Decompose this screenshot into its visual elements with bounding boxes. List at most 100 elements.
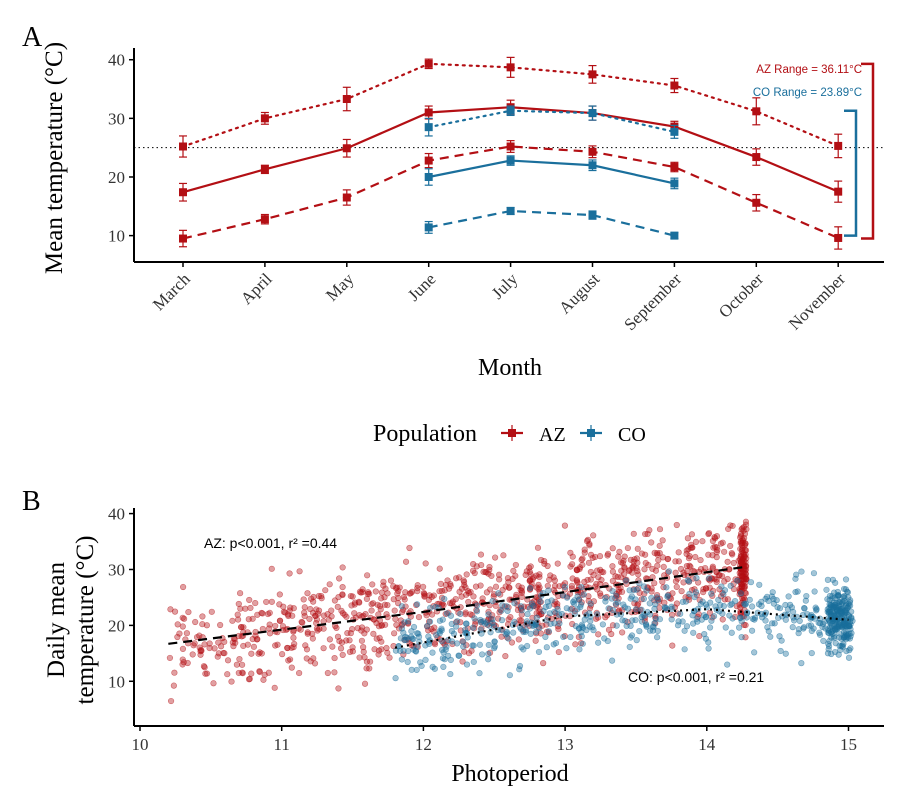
scatter-point-co bbox=[595, 639, 602, 646]
scatter-point-az bbox=[320, 625, 327, 632]
scatter-point-co bbox=[524, 642, 531, 650]
scatter-point-co bbox=[810, 625, 817, 632]
scatter-point-co bbox=[422, 656, 429, 664]
scatter-point-az bbox=[246, 596, 253, 604]
scatter-point-co bbox=[452, 623, 460, 630]
scatter-point-az bbox=[274, 641, 281, 648]
scatter-point-co bbox=[491, 643, 498, 650]
scatter-point-az bbox=[316, 625, 323, 633]
scatter-point-az bbox=[515, 582, 522, 590]
scatter-point-az bbox=[429, 611, 436, 618]
scatter-point-co bbox=[627, 595, 634, 602]
scatter-point-az bbox=[513, 591, 520, 598]
scatter-point-az bbox=[602, 614, 609, 621]
scatter-point-co bbox=[485, 641, 492, 649]
scatter-point-az bbox=[561, 522, 569, 529]
legend-key-marker bbox=[587, 429, 595, 437]
scatter-point-co bbox=[803, 592, 810, 600]
scatter-point-co bbox=[690, 629, 697, 636]
scatter-point-co bbox=[638, 613, 645, 621]
scatter-point-az bbox=[237, 590, 244, 597]
scatter-point-az bbox=[331, 654, 338, 662]
scatter-point-co bbox=[705, 645, 712, 652]
scatter-point-az bbox=[729, 522, 736, 530]
scatter-point-co bbox=[633, 637, 640, 644]
scatter-point-az bbox=[232, 639, 239, 647]
x-tick-label: July bbox=[488, 269, 522, 303]
scatter-point-co bbox=[828, 622, 836, 630]
scatter-point-az bbox=[228, 678, 235, 685]
scatter-point-co bbox=[556, 620, 563, 627]
scatter-point-co bbox=[469, 624, 477, 631]
scatter-point-az bbox=[358, 627, 365, 634]
scatter-point-az bbox=[337, 645, 345, 652]
scatter-point-az bbox=[171, 608, 179, 615]
scatter-point-az bbox=[587, 602, 595, 609]
scatter-point-az bbox=[171, 669, 178, 676]
scatter-point-az bbox=[641, 566, 648, 573]
panel-b-x-axis-label: Photoperiod bbox=[451, 761, 568, 787]
scatter-point-az bbox=[713, 549, 720, 556]
scatter-point-co bbox=[403, 636, 410, 644]
scatter-point-az bbox=[469, 612, 476, 619]
scatter-point-az bbox=[684, 535, 691, 542]
scatter-point-az bbox=[506, 584, 513, 591]
scatter-point-az bbox=[530, 574, 537, 581]
scatter-point-co bbox=[587, 618, 594, 625]
scatter-point-az bbox=[620, 557, 627, 564]
scatter-point-az bbox=[419, 583, 427, 590]
data-point-az-min bbox=[752, 198, 761, 207]
scatter-point-co bbox=[737, 590, 745, 597]
scatter-point-co bbox=[503, 630, 511, 637]
co-range-annotation: CO Range = 23.89°C bbox=[753, 87, 862, 99]
scatter-point-az bbox=[516, 617, 523, 624]
scatter-point-az bbox=[477, 582, 484, 589]
scatter-point-az bbox=[384, 602, 391, 609]
scatter-point-az bbox=[189, 651, 196, 658]
scatter-point-co bbox=[547, 620, 554, 627]
scatter-point-az bbox=[266, 630, 274, 637]
scatter-point-az bbox=[313, 606, 320, 613]
scatter-point-co bbox=[477, 616, 484, 624]
scatter-point-co bbox=[448, 627, 455, 635]
scatter-point-az bbox=[688, 541, 695, 548]
scatter-point-co bbox=[426, 618, 434, 625]
scatter-point-az bbox=[659, 537, 666, 544]
scatter-point-co bbox=[602, 594, 609, 602]
scatter-point-co bbox=[498, 617, 506, 624]
scatter-point-co bbox=[829, 608, 836, 615]
scatter-point-az bbox=[378, 638, 385, 645]
scatter-point-az bbox=[458, 593, 465, 600]
scatter-point-az bbox=[422, 560, 429, 567]
scatter-point-az bbox=[421, 592, 428, 599]
scatter-point-az bbox=[299, 619, 306, 626]
scatter-point-co bbox=[705, 639, 712, 646]
scatter-point-az bbox=[578, 556, 585, 563]
scatter-point-co bbox=[506, 672, 513, 679]
scatter-point-az bbox=[322, 587, 329, 594]
scatter-point-az bbox=[514, 602, 521, 609]
scatter-point-co bbox=[823, 586, 830, 593]
scatter-point-co bbox=[397, 635, 404, 642]
y-tick-label: 20 bbox=[108, 616, 125, 635]
scatter-point-co bbox=[554, 606, 561, 613]
scatter-point-az bbox=[414, 585, 421, 592]
scatter-point-co bbox=[769, 620, 776, 627]
scatter-point-az bbox=[709, 563, 716, 570]
scatter-point-az bbox=[290, 628, 297, 635]
scatter-point-az bbox=[400, 606, 407, 613]
scatter-point-az bbox=[431, 641, 439, 648]
scatter-point-az bbox=[324, 669, 331, 677]
scatter-point-az bbox=[363, 595, 371, 603]
scatter-point-co bbox=[724, 661, 731, 668]
scatter-point-az bbox=[217, 621, 224, 629]
scatter-point-az bbox=[702, 564, 709, 572]
scatter-point-az bbox=[220, 649, 227, 657]
scatter-point-co bbox=[628, 632, 636, 639]
scatter-point-az bbox=[631, 600, 638, 607]
scatter-point-co bbox=[734, 577, 741, 584]
scatter-point-co bbox=[457, 610, 464, 617]
scatter-point-az bbox=[233, 661, 240, 668]
scatter-point-co bbox=[719, 610, 726, 617]
scatter-point-co bbox=[842, 602, 850, 609]
